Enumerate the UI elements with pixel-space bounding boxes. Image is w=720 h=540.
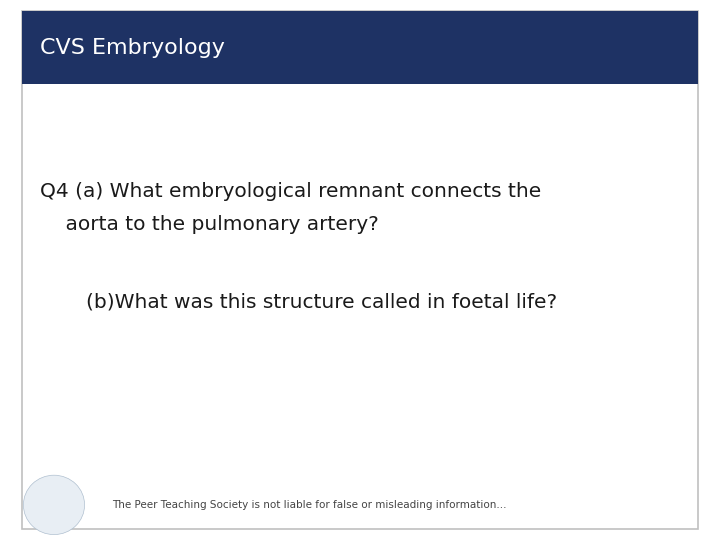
Ellipse shape xyxy=(23,475,85,535)
Text: aorta to the pulmonary artery?: aorta to the pulmonary artery? xyxy=(40,214,378,234)
Text: (b)What was this structure called in foetal life?: (b)What was this structure called in foe… xyxy=(86,293,557,312)
Text: Q4 (a) What embryological remnant connects the: Q4 (a) What embryological remnant connec… xyxy=(40,182,541,201)
FancyBboxPatch shape xyxy=(22,11,698,84)
Text: CVS Embryology: CVS Embryology xyxy=(40,37,225,58)
Text: The Peer Teaching Society is not liable for false or misleading information...: The Peer Teaching Society is not liable … xyxy=(112,500,506,510)
